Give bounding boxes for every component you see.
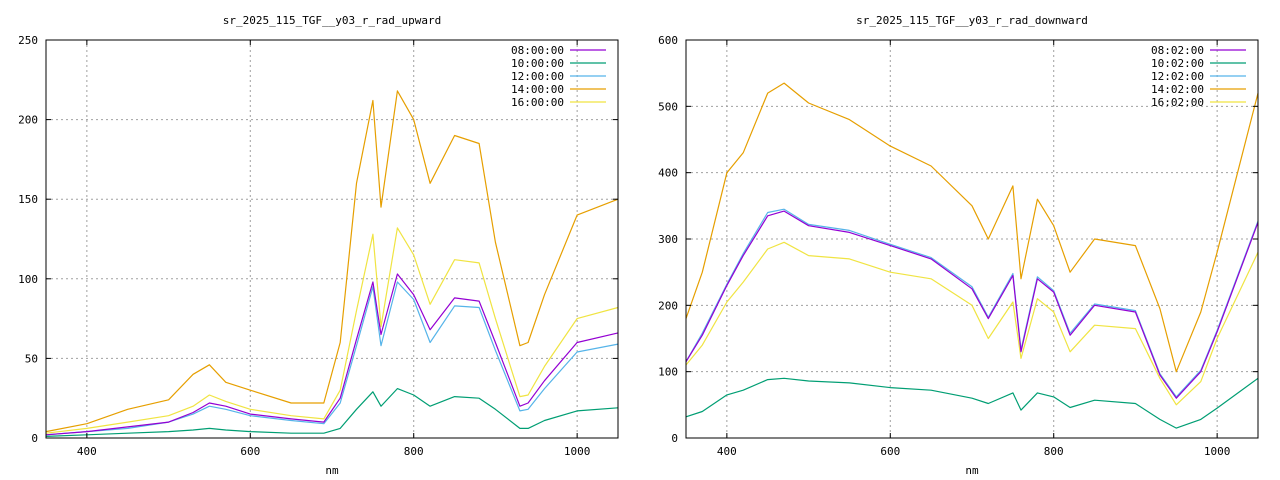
series-line-3 [45, 281, 619, 436]
x-tick-label: 400 [717, 445, 737, 458]
x-tick-label: 400 [77, 445, 97, 458]
chart-title: sr_2025_115_TGF__y03_r_rad_upward [223, 14, 442, 27]
chart-panel-1: 400 600 800 1000 0 50 100 150 200 250 sr_2025_115_… [18, 14, 619, 477]
series-line-4 [45, 90, 619, 433]
x-tick-label: 800 [1044, 445, 1064, 458]
x-tick-label: 1000 [564, 445, 591, 458]
x-tick-label: 800 [404, 445, 424, 458]
series-line-5 [45, 227, 619, 434]
x-axis-label: nm [965, 464, 979, 477]
legend-label: 12:00:00 [511, 70, 564, 83]
legend-label: 10:02:00 [1151, 57, 1204, 70]
legend-label: 08:02:00 [1151, 44, 1204, 57]
x-tick-label: 600 [880, 445, 900, 458]
series-line-2 [45, 388, 619, 437]
x-tick-label: 1000 [1204, 445, 1231, 458]
legend-label: 16:02:00 [1151, 96, 1204, 109]
series-line-4 [685, 82, 1259, 373]
y-tick-label: 50 [25, 352, 38, 365]
chart-panel-2: 400 600 800 1000 0 100 200 300 400 500 600 sr_2025_… [658, 14, 1259, 477]
legend-label: 08:00:00 [511, 44, 564, 57]
y-tick-label: 300 [658, 233, 678, 246]
y-tick-label: 100 [658, 366, 678, 379]
series-line-5 [685, 241, 1259, 406]
y-tick-label: 0 [31, 432, 38, 445]
chart-title: sr_2025_115_TGF__y03_r_rad_downward [856, 14, 1088, 27]
series-line-1 [685, 210, 1259, 399]
legend-label: 12:02:00 [1151, 70, 1204, 83]
legend-label: 14:00:00 [511, 83, 564, 96]
legend-label: 16:00:00 [511, 96, 564, 109]
series-line-3 [685, 208, 1259, 398]
series-line-2 [685, 377, 1259, 429]
series-line-1 [45, 273, 619, 436]
y-tick-label: 600 [658, 34, 678, 47]
y-tick-label: 200 [658, 299, 678, 312]
y-tick-label: 250 [18, 34, 38, 47]
legend-label: 14:02:00 [1151, 83, 1204, 96]
x-axis-label: nm [325, 464, 339, 477]
y-tick-label: 200 [18, 114, 38, 127]
legend-label: 10:00:00 [511, 57, 564, 70]
y-tick-label: 150 [18, 193, 38, 206]
plot-frame [45, 39, 619, 439]
y-tick-label: 0 [671, 432, 678, 445]
y-tick-label: 400 [658, 167, 678, 180]
y-tick-label: 100 [18, 273, 38, 286]
y-tick-label: 500 [658, 100, 678, 113]
x-tick-label: 600 [240, 445, 260, 458]
